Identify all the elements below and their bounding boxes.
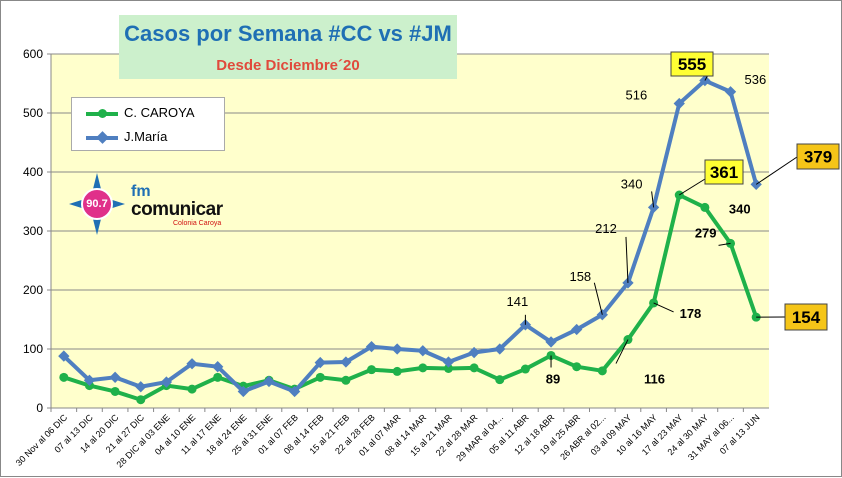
y-tick-label: 200	[23, 283, 43, 297]
legend: C. CAROYA J.María	[71, 97, 225, 151]
caroya-data-label: 154	[792, 308, 821, 327]
caroya-data-label: 279	[695, 225, 717, 240]
caroya-point	[393, 367, 402, 376]
legend-marker-caroya	[98, 109, 107, 118]
y-tick-label: 100	[23, 342, 43, 356]
jmaria-data-label: 158	[569, 269, 591, 284]
jmaria-data-label: 536	[745, 72, 767, 87]
y-tick-label: 300	[23, 224, 43, 238]
y-tick-label: 400	[23, 165, 43, 179]
caroya-point	[521, 365, 530, 374]
caroya-point	[136, 395, 145, 404]
caroya-point	[316, 373, 325, 382]
caroya-data-label: 116	[644, 372, 665, 387]
legend-item-jmaria: J.María	[72, 128, 224, 146]
logo-brand: comunicar	[131, 199, 223, 221]
y-tick-label: 600	[23, 47, 43, 61]
caroya-data-label: 361	[710, 163, 738, 182]
caroya-point	[188, 385, 197, 394]
caroya-point	[495, 375, 504, 384]
legend-label-caroya: C. CAROYA	[124, 105, 195, 120]
jmaria-data-label: 379	[804, 148, 832, 167]
jmaria-data-label: 340	[621, 176, 643, 191]
chart-title: Casos por Semana #CC vs #JM	[119, 21, 457, 47]
jmaria-data-label: 555	[678, 55, 706, 74]
caroya-data-label: 178	[680, 306, 702, 321]
caroya-point	[111, 387, 120, 396]
jmaria-data-label: 516	[626, 88, 648, 103]
caroya-data-label: 340	[729, 201, 751, 216]
caroya-point	[700, 203, 709, 212]
y-tick-label: 500	[23, 106, 43, 120]
y-tick-label: 0	[36, 401, 43, 415]
caroya-point	[367, 365, 376, 374]
chart-subtitle: Desde Diciembre´20	[119, 57, 457, 74]
legend-marker-jmaria	[96, 131, 109, 144]
jmaria-data-label: 212	[595, 221, 617, 236]
legend-item-caroya: C. CAROYA	[72, 104, 224, 122]
caroya-point	[572, 362, 581, 371]
logo-location: Colonia Caroya	[173, 220, 221, 227]
caroya-point	[341, 376, 350, 385]
caroya-point	[59, 373, 68, 382]
jmaria-data-label: 141	[507, 294, 529, 309]
caroya-point	[418, 363, 427, 372]
caroya-data-label: 89	[546, 371, 560, 386]
frequency-badge: 90.7	[81, 188, 113, 220]
title-box: Casos por Semana #CC vs #JM Desde Diciem…	[119, 15, 457, 79]
caroya-point	[598, 366, 607, 375]
legend-label-jmaria: J.María	[124, 129, 167, 144]
radio-logo: 90.7 fm comunicar Colonia Caroya	[69, 173, 239, 235]
caroya-point	[213, 373, 222, 382]
caroya-point	[470, 363, 479, 372]
